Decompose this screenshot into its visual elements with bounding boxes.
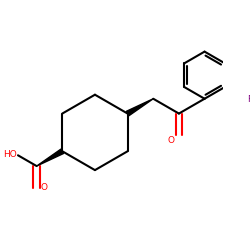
Text: F: F: [247, 94, 250, 104]
Text: O: O: [168, 136, 175, 145]
Polygon shape: [37, 149, 64, 166]
Text: O: O: [41, 183, 48, 192]
Text: HO: HO: [3, 150, 17, 159]
Polygon shape: [126, 99, 153, 116]
